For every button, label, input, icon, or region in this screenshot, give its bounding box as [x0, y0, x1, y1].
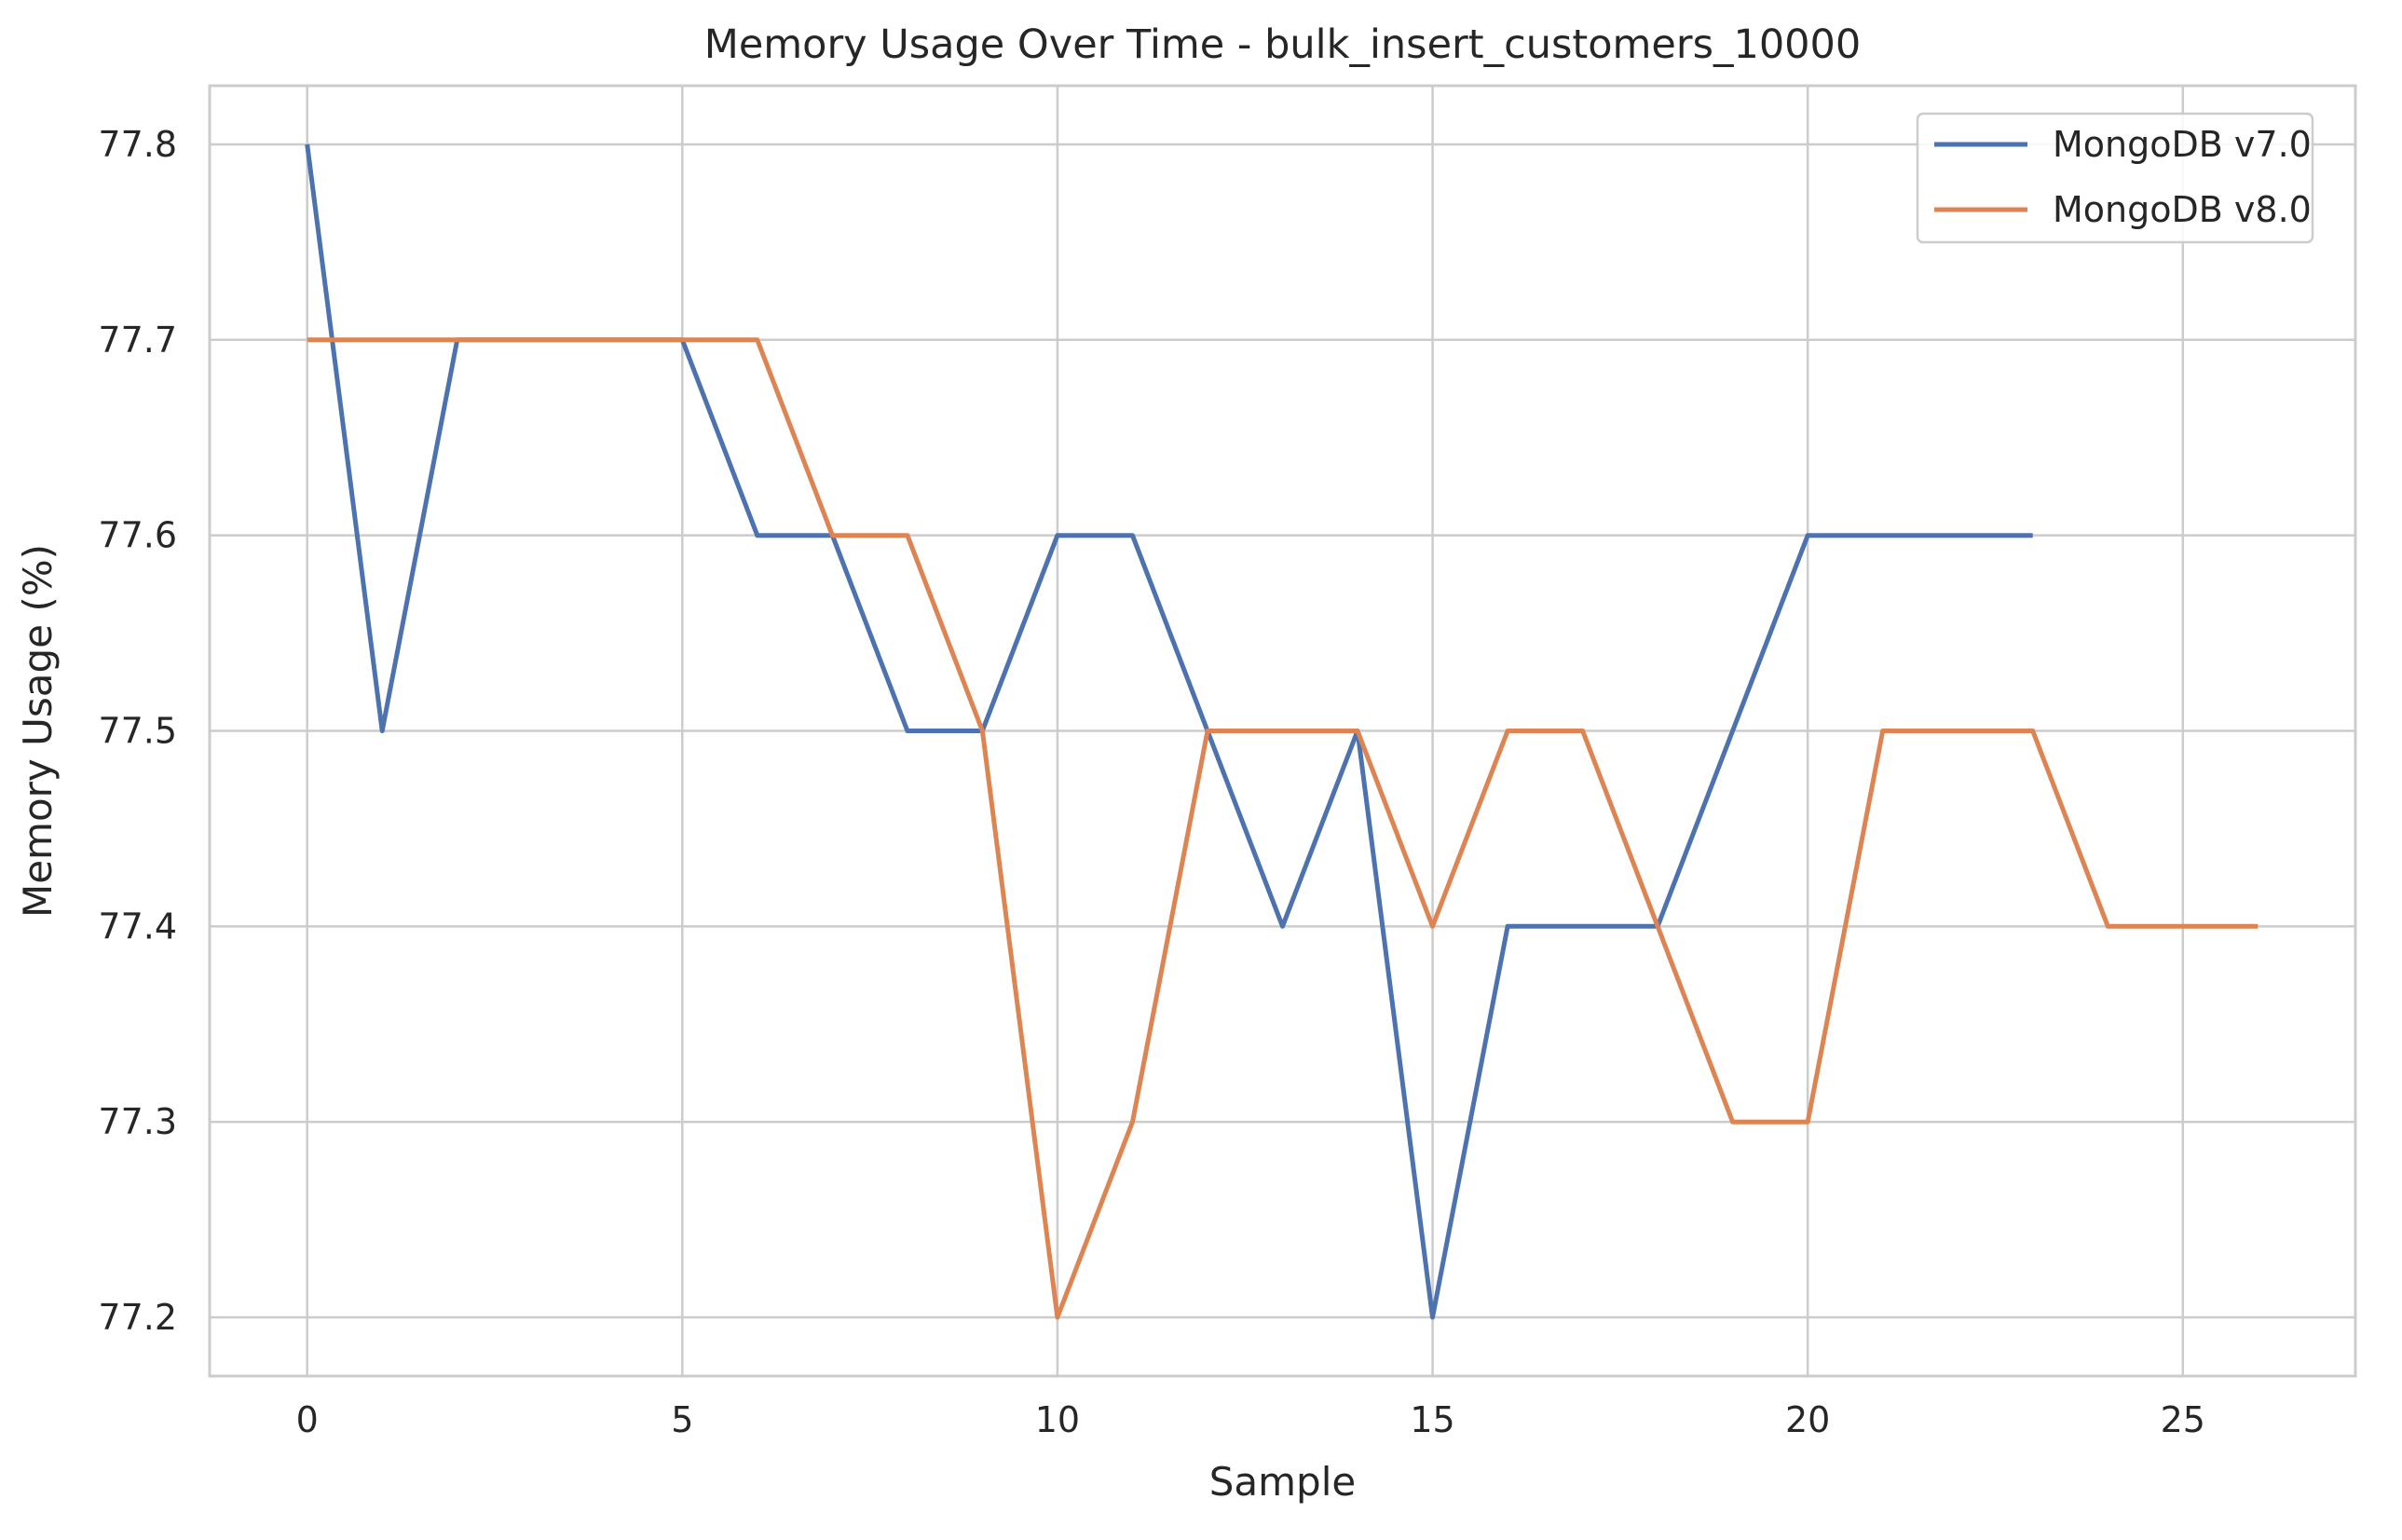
legend-item: MongoDB v8.0 — [1934, 189, 2312, 230]
y-tick-label: 77.7 — [98, 320, 177, 361]
series-line — [307, 337, 2259, 1320]
legend: MongoDB v7.0 MongoDB v8.0 — [1916, 112, 2314, 244]
legend-label: MongoDB v7.0 — [2053, 124, 2312, 165]
x-tick-label: 0 — [296, 1399, 319, 1440]
series-layer — [305, 143, 2259, 1320]
x-tick-label: 15 — [1410, 1399, 1454, 1440]
x-tick-label: 25 — [2161, 1399, 2205, 1440]
tick-labels: 0 5 10 15 20 25 77.2 77.3 77.4 77.5 77.6 77.7 77.8 — [98, 124, 2205, 1440]
chart-title: Memory Usage Over Time - bulk_insert_cus… — [704, 21, 1862, 68]
x-tick-label: 20 — [1785, 1399, 1830, 1440]
y-tick-label: 77.4 — [98, 906, 177, 947]
legend-items: MongoDB v7.0 MongoDB v8.0 — [1934, 124, 2312, 230]
plot-frame — [208, 84, 2357, 1378]
y-tick-label: 77.5 — [98, 711, 177, 752]
y-tick-label: 77.8 — [98, 124, 177, 165]
y-tick-label: 77.2 — [98, 1297, 177, 1338]
legend-label: MongoDB v8.0 — [2053, 189, 2312, 230]
axes-frame — [208, 84, 2357, 1378]
x-tick-label: 10 — [1035, 1399, 1080, 1440]
y-axis-label: Memory Usage (%) — [15, 544, 61, 918]
x-tick-label: 5 — [671, 1399, 693, 1440]
y-tick-label: 77.3 — [98, 1101, 177, 1142]
y-tick-label: 77.6 — [98, 515, 177, 556]
x-axis-label: Sample — [1209, 1459, 1356, 1505]
legend-item: MongoDB v7.0 — [1934, 124, 2312, 165]
